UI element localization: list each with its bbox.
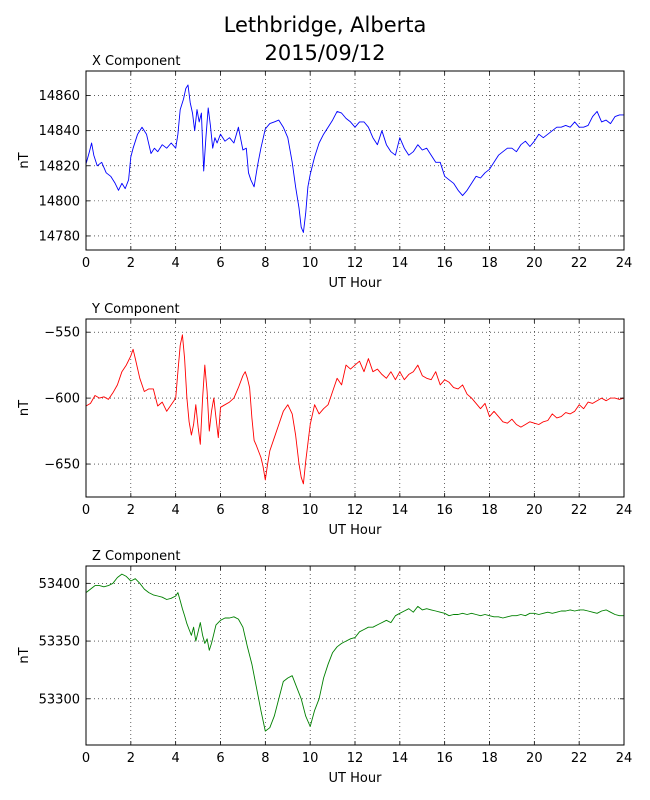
x-xtick-label-4: 8 — [261, 256, 269, 271]
z-xtick-label-0: 0 — [82, 751, 90, 766]
y-ytick-label-1: −600 — [44, 392, 80, 407]
y-xtick-label-9: 18 — [481, 503, 498, 518]
z-ytick-label-1: 53350 — [39, 635, 80, 650]
y-xtick-label-7: 14 — [392, 503, 409, 518]
x-ytick-label-0: 14780 — [39, 229, 80, 244]
z-xtick-label-12: 24 — [616, 751, 633, 766]
y-xtick-label-8: 16 — [436, 503, 453, 518]
x-xtick-label-9: 18 — [481, 256, 498, 271]
y-xtick-label-0: 0 — [82, 503, 90, 518]
y-yaxis-label: nT — [17, 400, 32, 416]
x-xtick-label-11: 22 — [571, 256, 588, 271]
z-xtick-label-7: 14 — [392, 751, 409, 766]
y-xtick-label-12: 24 — [616, 503, 633, 518]
x-ytick-label-2: 14820 — [39, 159, 80, 174]
z-xtick-label-4: 8 — [261, 751, 269, 766]
x-ytick-label-3: 14840 — [39, 124, 80, 139]
y-xtick-label-1: 2 — [127, 503, 135, 518]
y-xtick-label-4: 8 — [261, 503, 269, 518]
x-series-line — [85, 84, 624, 233]
y-xtick-label-5: 10 — [302, 503, 319, 518]
z-panel-title: Z Component — [92, 549, 181, 564]
figure-title-date: 2015/09/12 — [264, 41, 386, 65]
z-ytick-label-0: 53300 — [39, 692, 80, 707]
x-xtick-label-1: 2 — [127, 256, 135, 271]
y-panel-title: Y Component — [91, 302, 180, 317]
y-xtick-label-10: 20 — [526, 503, 543, 518]
z-ytick-label-2: 53400 — [39, 577, 80, 592]
z-xtick-label-2: 4 — [172, 751, 180, 766]
z-xtick-label-8: 16 — [436, 751, 453, 766]
x-xtick-label-3: 6 — [216, 256, 224, 271]
x-ytick-label-4: 14860 — [39, 89, 80, 104]
x-xtick-label-6: 12 — [347, 256, 364, 271]
z-xtick-label-9: 18 — [481, 751, 498, 766]
z-xtick-label-10: 20 — [526, 751, 543, 766]
z-yaxis-label: nT — [17, 647, 32, 663]
z-xtick-label-5: 10 — [302, 751, 319, 766]
x-yaxis-label: nT — [17, 152, 32, 168]
z-xaxis-label: UT Hour — [329, 771, 383, 786]
y-ytick-label-0: −550 — [44, 326, 80, 341]
z-xtick-label-3: 6 — [216, 751, 224, 766]
z-series-line — [85, 573, 624, 732]
y-xtick-label-6: 12 — [347, 503, 364, 518]
x-xtick-label-0: 0 — [82, 256, 90, 271]
figure-title-station: Lethbridge, Alberta — [223, 13, 427, 37]
x-xtick-label-12: 24 — [616, 256, 633, 271]
x-ytick-label-1: 14800 — [39, 194, 80, 209]
x-xtick-label-5: 10 — [302, 256, 319, 271]
y-xaxis-label: UT Hour — [329, 523, 383, 538]
y-xtick-label-2: 4 — [172, 503, 180, 518]
x-xtick-label-8: 16 — [436, 256, 453, 271]
y-ytick-label-2: −650 — [44, 458, 80, 473]
x-xtick-label-7: 14 — [392, 256, 409, 271]
x-xtick-label-2: 4 — [172, 256, 180, 271]
x-xtick-label-10: 20 — [526, 256, 543, 271]
x-xaxis-label: UT Hour — [329, 276, 383, 291]
x-panel-title: X Component — [92, 54, 181, 69]
y-xtick-label-3: 6 — [216, 503, 224, 518]
z-xtick-label-11: 22 — [571, 751, 588, 766]
z-xtick-label-6: 12 — [347, 751, 364, 766]
y-xtick-label-11: 22 — [571, 503, 588, 518]
z-xtick-label-1: 2 — [127, 751, 135, 766]
y-series-line — [85, 334, 625, 485]
